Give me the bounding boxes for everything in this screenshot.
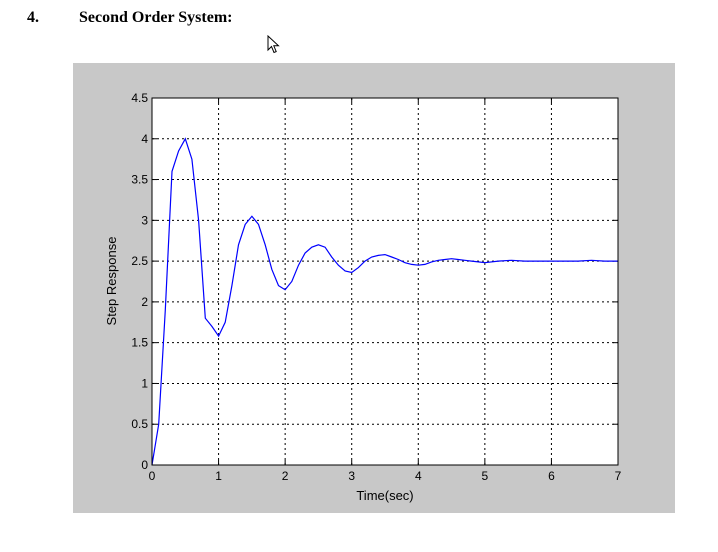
y-tick-label: 0	[141, 458, 148, 472]
x-tick-label: 4	[415, 469, 422, 483]
y-tick-label: 2.5	[131, 254, 148, 268]
step-response-plot: 0 1 2 3 4 5 6 7 0 0.5 1 1.5 2 2.5 3 3.5 4 4.5 Time(sec) S…	[104, 91, 622, 503]
axes-background	[152, 98, 618, 465]
section-title: Second Order System:	[79, 9, 233, 26]
y-tick-label: 1	[141, 376, 148, 390]
x-tick-label: 1	[215, 469, 222, 483]
grid	[152, 98, 618, 465]
axes-box	[151, 97, 619, 466]
y-tick-label: 4	[141, 132, 148, 146]
section-number: 4.	[27, 9, 39, 26]
y-tick-label: 1.5	[131, 336, 148, 350]
x-tick-label: 3	[348, 469, 355, 483]
y-tick-label: 4.5	[131, 91, 148, 105]
x-tick-label: 2	[282, 469, 289, 483]
x-axis-label: Time(sec)	[356, 488, 413, 503]
tick-labels: 0 1 2 3 4 5 6 7 0 0.5 1 1.5 2 2.5 3 3.5 4 4.5	[131, 91, 621, 483]
mouse-pointer-icon	[267, 35, 280, 54]
figure-window: 0 1 2 3 4 5 6 7 0 0.5 1 1.5 2 2.5 3 3.5 4 4.5 Time(sec) S…	[73, 63, 675, 513]
y-tick-label: 2	[141, 295, 148, 309]
x-tick-label: 0	[149, 469, 156, 483]
y-axis-label: Step Response	[104, 237, 119, 326]
x-tick-label: 7	[615, 469, 622, 483]
y-tick-label: 0.5	[131, 417, 148, 431]
x-tick-label: 5	[482, 469, 489, 483]
x-tick-label: 6	[548, 469, 555, 483]
y-tick-label: 3.5	[131, 173, 148, 187]
series-line	[151, 137, 618, 466]
y-tick-label: 3	[141, 213, 148, 227]
